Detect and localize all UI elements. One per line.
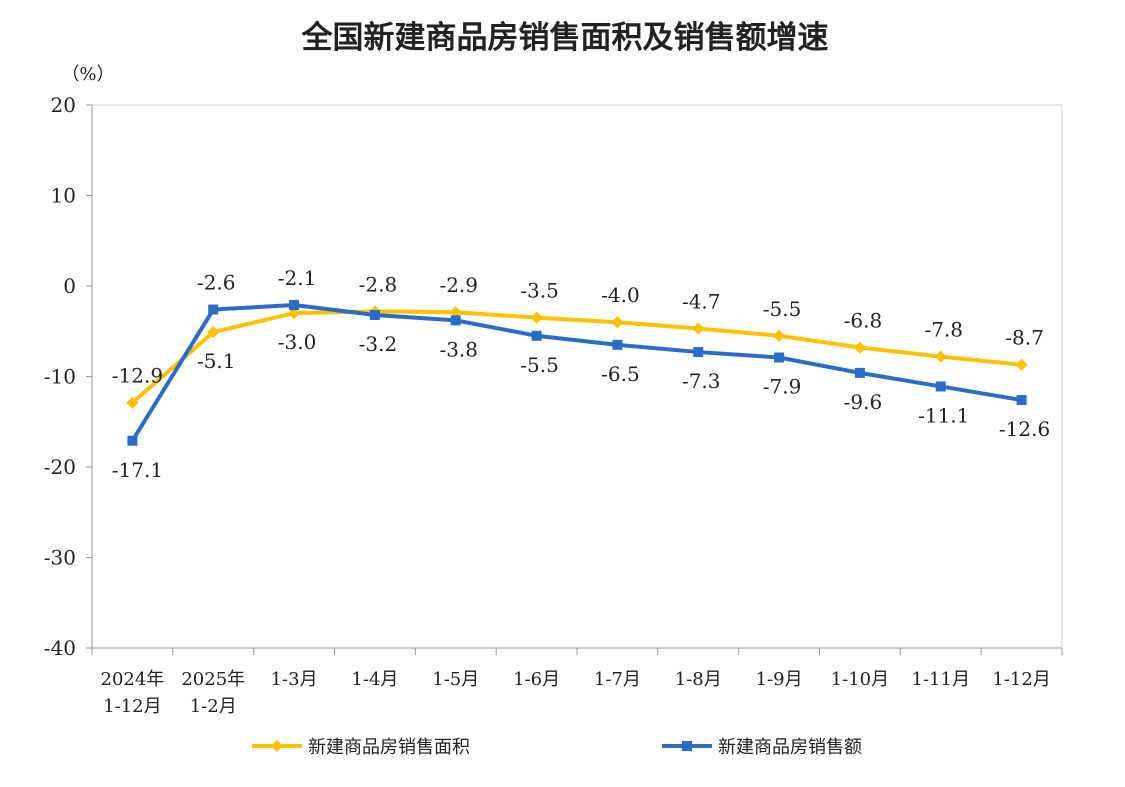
x-tick-label: 1-5月 <box>432 669 479 690</box>
data-point <box>208 304 219 315</box>
data-point <box>611 316 624 329</box>
chart-title: 全国新建商品房销售面积及销售额增速 <box>301 20 829 56</box>
x-tick-label: 1-9月 <box>756 669 803 690</box>
x-tick-label: 1-2月 <box>190 696 237 717</box>
data-label: -7.8 <box>924 318 963 342</box>
x-tick-label: 1-11月 <box>912 669 970 690</box>
data-point <box>1016 395 1027 406</box>
legend-marker <box>682 741 692 751</box>
data-point <box>853 341 866 354</box>
x-tick-label: 1-7月 <box>594 669 641 690</box>
legend-label: 新建商品房销售面积 <box>308 737 470 758</box>
legend-marker <box>271 740 283 752</box>
data-point <box>288 307 301 320</box>
data-point <box>934 350 947 363</box>
data-point <box>207 326 220 339</box>
data-point <box>693 347 704 358</box>
data-label: -5.5 <box>763 297 802 321</box>
y-tick-label: 10 <box>51 184 76 208</box>
data-label: -2.8 <box>359 272 398 296</box>
data-label: -17.1 <box>112 458 163 482</box>
data-label: -3.0 <box>278 330 317 354</box>
y-axis-unit: （%） <box>61 64 114 85</box>
series-line-2 <box>130 303 1022 442</box>
data-label: -3.8 <box>439 337 478 361</box>
x-tick-label: 1-6月 <box>513 669 560 690</box>
data-label: -6.8 <box>844 309 883 333</box>
x-tick-label: 2024年 <box>101 669 165 690</box>
x-tick-label: 1-8月 <box>675 669 722 690</box>
data-label: -7.9 <box>763 374 802 398</box>
y-tick-label: -40 <box>44 636 76 660</box>
x-tick-label: 2025年 <box>181 669 245 690</box>
y-tick-label: -30 <box>44 546 76 570</box>
y-tick-label: -20 <box>44 455 76 479</box>
y-tick-label: 20 <box>51 93 76 117</box>
data-point <box>854 367 865 378</box>
plot-area <box>91 104 1063 649</box>
data-label: -4.0 <box>601 283 640 307</box>
data-point <box>126 396 139 409</box>
data-point <box>450 315 461 326</box>
data-point <box>531 330 542 341</box>
data-label: -9.6 <box>844 390 883 414</box>
data-point <box>369 309 380 320</box>
data-label: -7.3 <box>682 369 721 393</box>
x-tick-label: 1-12月 <box>992 669 1050 690</box>
data-point <box>530 311 543 324</box>
y-tick-label: -10 <box>44 365 76 389</box>
data-label: -2.9 <box>439 273 478 297</box>
data-point <box>935 381 946 392</box>
data-label: -6.5 <box>601 362 640 386</box>
data-label: -2.6 <box>197 271 236 295</box>
data-label: -12.9 <box>112 364 163 388</box>
x-tick-label: 1-4月 <box>351 669 398 690</box>
legend-item: 新建商品房销售额 <box>662 737 862 758</box>
legend-label: 新建商品房销售额 <box>718 737 862 758</box>
data-point <box>773 329 786 342</box>
y-tick-label: 0 <box>63 274 76 298</box>
data-label: -8.7 <box>1005 326 1044 350</box>
data-point <box>1015 358 1028 371</box>
data-label: -11.1 <box>918 403 969 427</box>
data-label: -3.5 <box>520 279 559 303</box>
x-tick-label: 1-10月 <box>831 669 889 690</box>
data-point <box>774 352 785 363</box>
data-label: -4.7 <box>682 290 721 314</box>
data-point <box>127 435 138 446</box>
data-label: -2.1 <box>278 266 317 290</box>
legend-item: 新建商品房销售面积 <box>252 737 470 758</box>
data-point <box>692 322 705 335</box>
data-point <box>289 300 300 311</box>
data-label: -5.1 <box>197 349 236 373</box>
series-line-1 <box>131 309 1022 405</box>
x-tick-label: 1-3月 <box>271 669 318 690</box>
x-tick-label: 1-12月 <box>103 696 161 717</box>
data-point <box>612 339 623 350</box>
data-label: -5.5 <box>520 353 559 377</box>
data-label: -3.2 <box>359 332 398 356</box>
legend: 新建商品房销售面积 新建商品房销售额 <box>252 737 862 758</box>
data-label: -12.6 <box>999 417 1050 441</box>
data-point <box>449 306 462 319</box>
